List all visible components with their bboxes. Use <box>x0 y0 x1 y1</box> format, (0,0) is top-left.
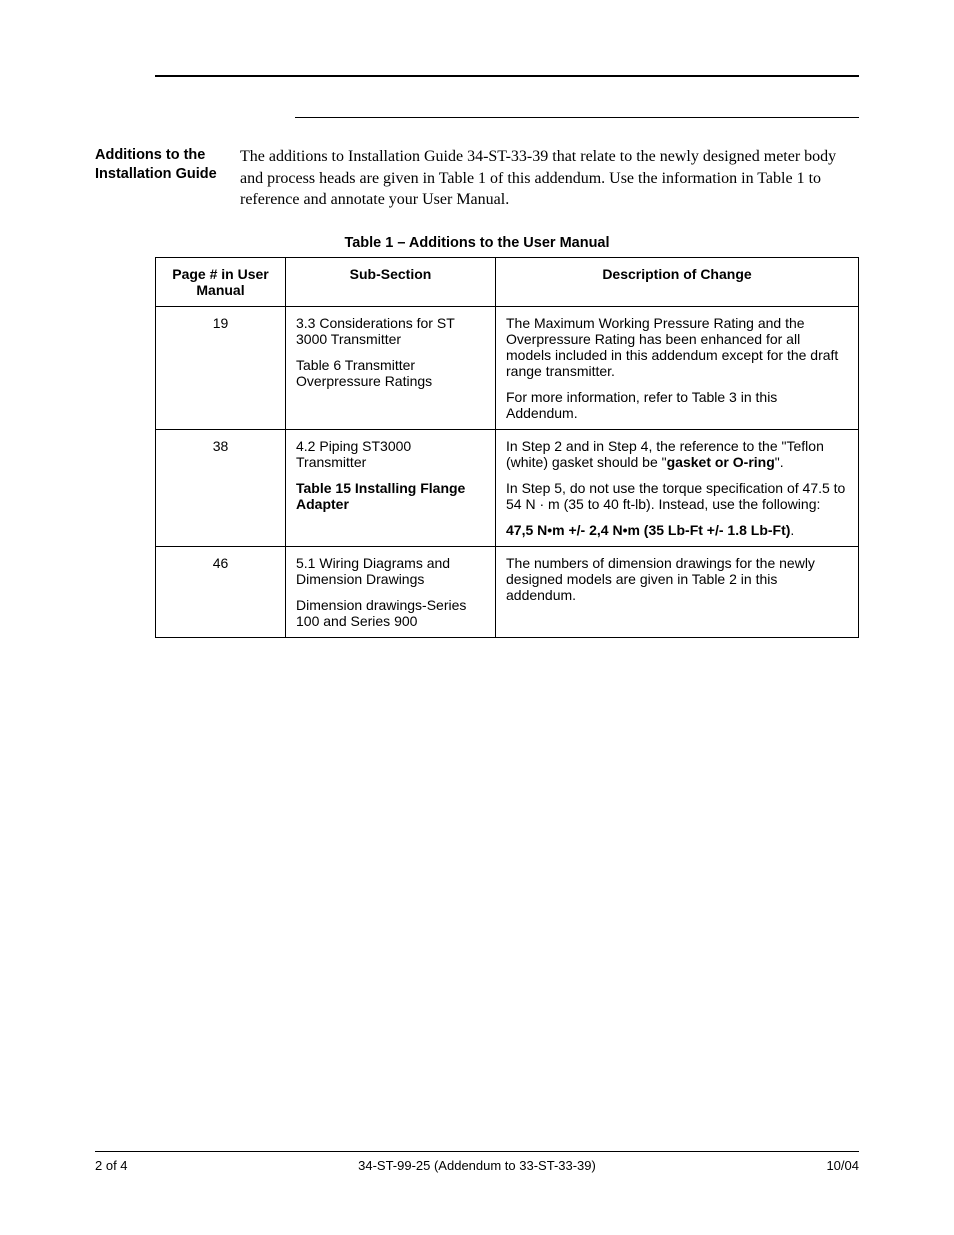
table-row: 19 3.3 Considerations for ST 3000 Transm… <box>156 306 859 429</box>
section-label: Additions to the Installation Guide <box>95 146 240 184</box>
footer-row: 2 of 4 34-ST-99-25 (Addendum to 33-ST-33… <box>95 1158 859 1173</box>
top-rule <box>155 75 859 77</box>
cell-sub: 3.3 Considerations for ST 3000 Transmitt… <box>286 306 496 429</box>
desc-p3-tail: . <box>790 522 794 538</box>
cell-page: 19 <box>156 306 286 429</box>
cell-page: 46 <box>156 546 286 637</box>
sub-p2: Table 15 Installing Flange Adapter <box>296 480 485 512</box>
footer-center: 34-ST-99-25 (Addendum to 33-ST-33-39) <box>358 1158 596 1173</box>
page-footer: 2 of 4 34-ST-99-25 (Addendum to 33-ST-33… <box>95 1151 859 1173</box>
sub-p2: Table 6 Transmitter Overpressure Ratings <box>296 357 485 389</box>
cell-sub: 5.1 Wiring Diagrams and Dimension Drawin… <box>286 546 496 637</box>
table-row: 46 5.1 Wiring Diagrams and Dimension Dra… <box>156 546 859 637</box>
footer-rule <box>95 1151 859 1152</box>
sub-p1: 5.1 Wiring Diagrams and Dimension Drawin… <box>296 555 485 587</box>
footer-left: 2 of 4 <box>95 1158 128 1173</box>
desc-p1: The numbers of dimension drawings for th… <box>506 555 848 603</box>
cell-desc: In Step 2 and in Step 4, the reference t… <box>496 429 859 546</box>
table-row: 38 4.2 Piping ST3000 Transmitter Table 1… <box>156 429 859 546</box>
desc-p1c: ". <box>775 454 784 470</box>
desc-p2: For more information, refer to Table 3 i… <box>506 389 848 421</box>
cell-desc: The Maximum Working Pressure Rating and … <box>496 306 859 429</box>
footer-right: 10/04 <box>826 1158 859 1173</box>
desc-p1b: gasket or O-ring <box>667 454 775 470</box>
cell-sub: 4.2 Piping ST3000 Transmitter Table 15 I… <box>286 429 496 546</box>
cell-desc: The numbers of dimension drawings for th… <box>496 546 859 637</box>
th-page: Page # in User Manual <box>156 257 286 306</box>
desc-p3: 47,5 N•m +/- 2,4 N•m (35 Lb-Ft +/- 1.8 L… <box>506 522 848 538</box>
sub-p1: 3.3 Considerations for ST 3000 Transmitt… <box>296 315 485 347</box>
cell-page: 38 <box>156 429 286 546</box>
th-sub: Sub-Section <box>286 257 496 306</box>
second-rule <box>295 117 859 118</box>
section-body: The additions to Installation Guide 34-S… <box>240 146 859 211</box>
table-header-row: Page # in User Manual Sub-Section Descri… <box>156 257 859 306</box>
additions-table: Page # in User Manual Sub-Section Descri… <box>155 257 859 638</box>
section-additions: Additions to the Installation Guide The … <box>95 146 859 211</box>
desc-p3-bold: 47,5 N•m +/- 2,4 N•m (35 Lb-Ft +/- 1.8 L… <box>506 522 790 538</box>
desc-p2: In Step 5, do not use the torque specifi… <box>506 480 848 512</box>
table-caption: Table 1 – Additions to the User Manual <box>95 235 859 251</box>
sub-p1: 4.2 Piping ST3000 Transmitter <box>296 438 485 470</box>
th-desc: Description of Change <box>496 257 859 306</box>
sub-p2: Dimension drawings-Series 100 and Series… <box>296 597 485 629</box>
desc-p1: In Step 2 and in Step 4, the reference t… <box>506 438 848 470</box>
page: Additions to the Installation Guide The … <box>0 0 954 1235</box>
desc-p1: The Maximum Working Pressure Rating and … <box>506 315 848 379</box>
